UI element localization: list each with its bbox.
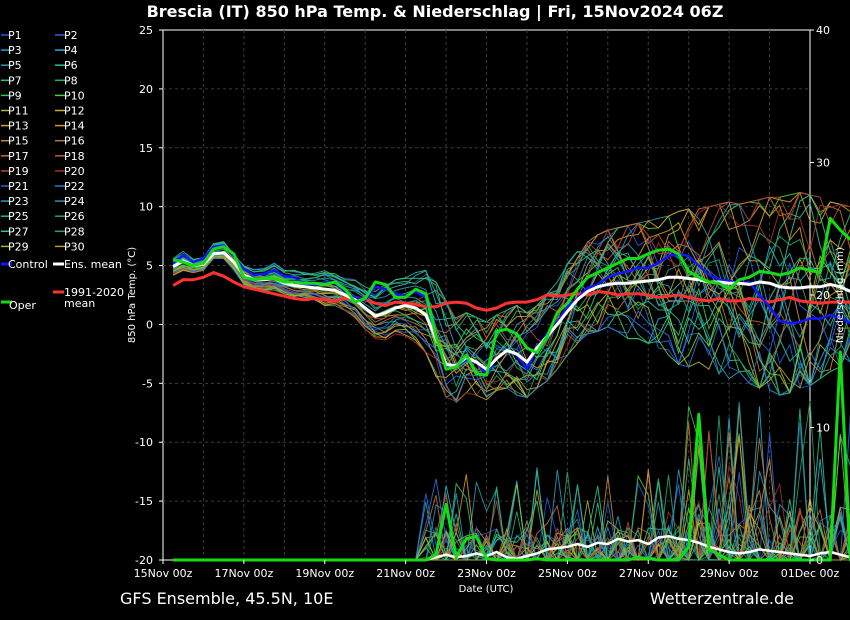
y-tick-label: 15: [139, 142, 153, 155]
y-tick-label: 0: [146, 318, 153, 331]
y2-tick-label: 10: [816, 422, 830, 435]
legend-label-climate: 1991-2020: [64, 286, 124, 299]
legend-label-ens-mean: Ens. mean: [64, 258, 122, 271]
member-temp-line-P24: [172, 203, 850, 384]
member-temp-line-P28: [172, 243, 850, 396]
legend-label: P14: [64, 120, 85, 133]
y-tick-label: -10: [135, 436, 153, 449]
legend-label: P28: [64, 225, 85, 238]
legend-label: P11: [8, 105, 29, 118]
y2-tick-label: 0: [816, 554, 823, 567]
legend-label: P4: [64, 44, 78, 57]
legend-label: P26: [64, 210, 85, 223]
footer-model: GFS Ensemble, 45.5N, 10E: [120, 589, 333, 608]
legend-label: P29: [8, 240, 29, 253]
x-tick-label: 29Nov 00z: [700, 567, 759, 580]
legend-label: P6: [64, 59, 78, 72]
y-tick-label: -20: [135, 554, 153, 567]
legend-label: P5: [8, 59, 22, 72]
footer-source: Wetterzentrale.de: [650, 589, 794, 608]
legend-label-control: Control: [8, 258, 48, 271]
legend-label: P20: [64, 165, 85, 178]
y-tick-label: -15: [135, 495, 153, 508]
y2-axis-ticks: 40 30 20 10 0: [810, 24, 830, 567]
legend-label: P23: [8, 195, 29, 208]
member-temp-line-P4: [172, 242, 850, 380]
y2-tick-label: 20: [816, 289, 830, 302]
legend-label: P13: [8, 120, 29, 133]
legend-label: P8: [64, 74, 78, 87]
x-tick-label: 27Nov 00z: [619, 567, 678, 580]
x-tick-label: 15Nov 00z: [134, 567, 193, 580]
legend-label: P25: [8, 210, 29, 223]
y-axis-ticks: 25 20 15 10 5 0 -5 -10 -15 -20: [135, 24, 163, 567]
x-tick-label: 17Nov 00z: [215, 567, 274, 580]
x-tick-label: 25Nov 00z: [538, 567, 597, 580]
x-tick-label: 21Nov 00z: [376, 567, 435, 580]
legend-label: P7: [8, 74, 22, 87]
legend: P1 P2 P3 P4 P5 P6 P7 P8 P9 P10 P11 P12 P13 P14 P15 P16 P…: [1, 29, 124, 312]
member-temp-line-P21: [172, 254, 850, 396]
series-line-oper-precip: [173, 350, 850, 562]
legend-label: P1: [8, 29, 22, 42]
series-line-1991-2020-mean: [172, 271, 850, 312]
y2-tick-label: 30: [816, 157, 830, 170]
x-tick-label: 01Dec 00z: [781, 567, 840, 580]
x-axis-ticks: 15Nov 00z 17Nov 00z 19Nov 00z 21Nov 00z 23No…: [134, 560, 840, 580]
legend-label: P30: [64, 240, 85, 253]
legend-label: P3: [8, 44, 22, 57]
legend-label: P2: [64, 29, 78, 42]
y2-axis-label: Niederschlag (mm): [835, 247, 846, 343]
legend-label: P22: [64, 180, 85, 193]
member-temp-line-P30: [172, 256, 850, 401]
member-temp-line-P10: [172, 191, 850, 359]
legend-label: P16: [64, 135, 85, 148]
legend-label: P21: [8, 180, 29, 193]
y-axis-label: 850 hPa Temp. (°C): [127, 247, 138, 343]
y2-tick-label: 40: [816, 24, 830, 37]
x-tick-label: 23Nov 00z: [457, 567, 516, 580]
y-tick-label: 25: [139, 24, 153, 37]
legend-label-oper: Oper: [9, 299, 36, 312]
legend-label: P12: [64, 105, 85, 118]
legend-label: P10: [64, 89, 85, 102]
x-tick-label: 19Nov 00z: [295, 567, 354, 580]
legend-label: P27: [8, 225, 29, 238]
y-tick-label: 10: [139, 201, 153, 214]
legend-label: P19: [8, 165, 29, 178]
y-tick-label: 20: [139, 83, 153, 96]
main-series-lines: [172, 216, 850, 562]
legend-label: P17: [8, 150, 29, 163]
y-tick-label: 5: [146, 260, 153, 273]
legend-label: P15: [8, 135, 29, 148]
legend-label: P24: [64, 195, 85, 208]
legend-label: P18: [64, 150, 85, 163]
y-tick-label: -5: [142, 377, 153, 390]
series-line-oper: [172, 216, 850, 377]
x-axis-label: Date (UTC): [459, 584, 514, 595]
legend-label-climate-2: mean: [64, 297, 95, 310]
member-temp-line-P20: [172, 203, 850, 402]
chart-title: Brescia (IT) 850 hPa Temp. & Niederschla…: [147, 2, 724, 22]
legend-label: P9: [8, 89, 22, 102]
